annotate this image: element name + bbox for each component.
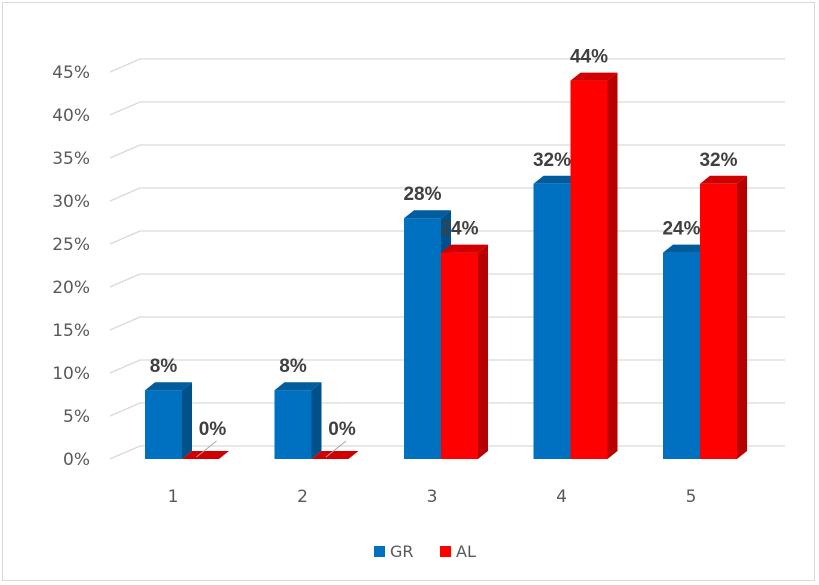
bar-top bbox=[404, 210, 451, 219]
legend-swatch bbox=[374, 546, 385, 557]
bar-front bbox=[145, 390, 182, 459]
data-labels: 8% 0% 8% 0% 28% 24% 32% 44% 24% 32% bbox=[150, 47, 738, 458]
bar-side bbox=[737, 175, 747, 460]
bars bbox=[145, 72, 747, 460]
gridline bbox=[109, 187, 785, 202]
data-label: 44% bbox=[570, 47, 608, 68]
gridline bbox=[109, 144, 785, 159]
bar-front bbox=[404, 218, 441, 459]
bar-top bbox=[570, 72, 618, 81]
bar-front bbox=[700, 183, 737, 460]
bar-side bbox=[607, 72, 618, 459]
y-tick-label: 40% bbox=[52, 106, 90, 126]
data-label: 24% bbox=[662, 219, 700, 240]
x-tick-label: 4 bbox=[556, 487, 567, 507]
bar bbox=[182, 451, 229, 459]
y-axis: 0% 5% 10% 15% 20% 25% 30% 35% 40% 45% bbox=[52, 63, 90, 470]
gridline bbox=[109, 58, 785, 73]
bar-top bbox=[663, 244, 710, 253]
leader-line bbox=[325, 440, 347, 458]
data-label: 32% bbox=[699, 150, 737, 171]
data-label: 24% bbox=[440, 219, 478, 240]
data-label: 28% bbox=[403, 184, 441, 205]
bar-top bbox=[533, 175, 581, 184]
data-label: 0% bbox=[328, 419, 356, 440]
bar-top bbox=[274, 382, 322, 391]
y-tick-label: 30% bbox=[52, 192, 90, 212]
y-tick-label: 5% bbox=[63, 407, 90, 427]
bar-front bbox=[570, 80, 608, 459]
bar-side bbox=[478, 244, 488, 459]
y-tick-label: 0% bbox=[63, 450, 90, 470]
data-label: 8% bbox=[279, 356, 307, 377]
legend-label: AL bbox=[456, 542, 476, 561]
bar bbox=[570, 72, 618, 459]
y-tick-label: 10% bbox=[52, 364, 90, 384]
y-tick-label: 15% bbox=[52, 321, 90, 341]
bar-top bbox=[700, 175, 747, 184]
bar bbox=[145, 382, 192, 459]
bar-front bbox=[663, 252, 700, 459]
y-tick-label: 20% bbox=[52, 278, 90, 298]
x-tick-label: 2 bbox=[297, 487, 308, 507]
legend-swatch bbox=[440, 546, 451, 557]
x-axis: 1 2 3 4 5 bbox=[168, 487, 697, 507]
bar bbox=[700, 175, 747, 460]
leader-line bbox=[196, 440, 217, 458]
x-tick-label: 3 bbox=[427, 487, 438, 507]
x-tick-label: 5 bbox=[686, 487, 697, 507]
bar-top bbox=[311, 451, 359, 459]
bar-top bbox=[145, 382, 192, 391]
bar-side bbox=[182, 382, 192, 459]
data-label: 8% bbox=[150, 356, 178, 377]
y-tick-label: 45% bbox=[52, 63, 90, 83]
bar bbox=[274, 382, 322, 459]
x-tick-label: 1 bbox=[168, 487, 179, 507]
bar-side bbox=[311, 382, 322, 459]
bar-top bbox=[182, 451, 229, 459]
y-tick-label: 35% bbox=[52, 149, 90, 169]
bar-front bbox=[441, 252, 478, 459]
bar bbox=[441, 244, 488, 459]
bar-front bbox=[274, 390, 312, 459]
bar-front bbox=[533, 183, 571, 460]
legend: GR AL bbox=[374, 542, 476, 561]
data-label: 0% bbox=[199, 419, 227, 440]
y-tick-label: 25% bbox=[52, 235, 90, 255]
gridline bbox=[109, 101, 785, 116]
bar-top bbox=[441, 244, 488, 253]
legend-label: GR bbox=[390, 542, 414, 561]
bar bbox=[311, 451, 359, 459]
data-label: 32% bbox=[533, 150, 571, 171]
